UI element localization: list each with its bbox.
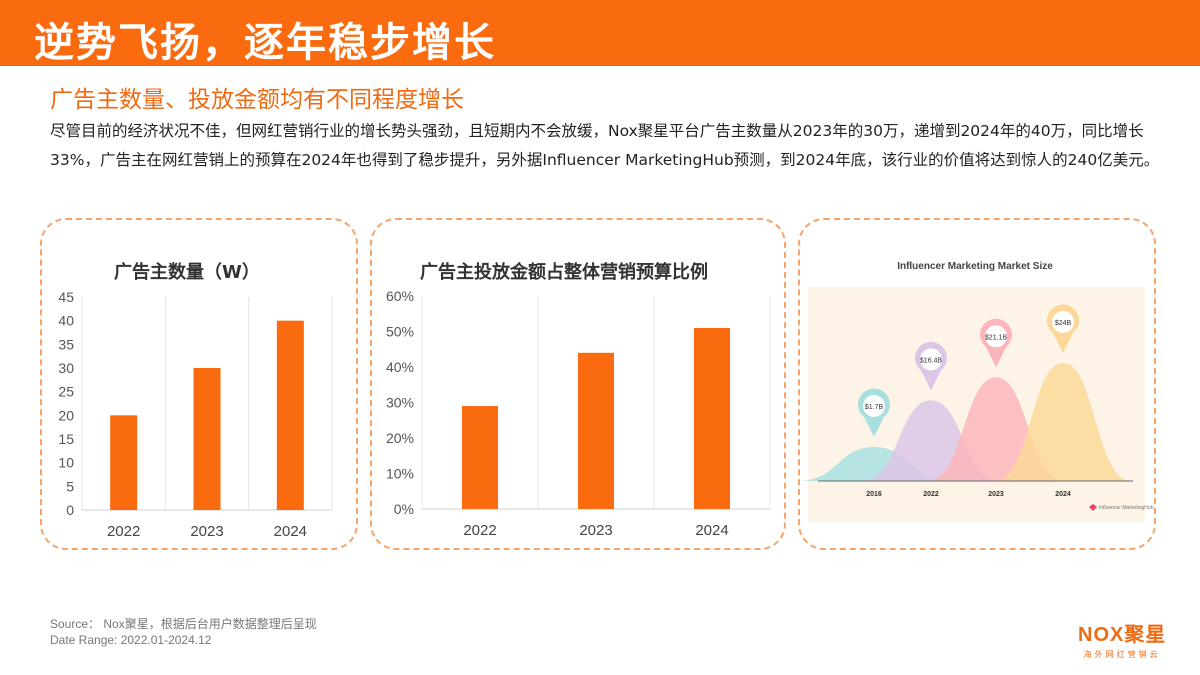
pin-center [863,395,885,417]
y-tick-label: 5 [66,478,74,494]
bar-2022 [110,415,138,510]
pin-center [920,348,942,371]
bar-2024 [694,327,730,509]
influencer-hub-logo-icon [1089,504,1097,511]
x-tick-label: 2024 [274,523,307,540]
x-tick-label: 2022 [107,523,140,540]
value-label: $24B [1055,320,1072,327]
y-tick-label: 50% [386,324,414,340]
nox-logo: NOX聚星 海外网红营销云 [1078,618,1166,660]
bell-curve-2024 [994,363,1132,481]
header-banner: 逆势飞扬，逐年稳步增长 [0,0,1200,66]
y-tick-label: 10% [386,466,414,482]
x-tick-label: 2024 [1055,491,1071,498]
logo-tagline: 海外网红营销云 [1083,650,1161,659]
chart-title: Influencer Marketing Market Size [897,261,1053,272]
pin-center [985,325,1007,348]
bar-chart-1: 0% 10% 20% 30% 40% 50% 60% 2022 2023 2024 [386,288,771,539]
value-label: $16.4B [920,357,943,364]
x-tick-label: 2023 [579,522,612,539]
date-range: Date Range: 2022.01-2024.12 [50,633,212,647]
chart-title: 广告主投放金额占整体营销预算比例 [420,262,708,283]
market-size-chart: Influencer Marketing Market Size $1.7B 201… [798,261,1154,522]
chart-title: 广告主数量（W） [114,262,260,283]
y-tick-label: 10 [58,455,74,471]
bar-2022 [462,406,498,509]
page-title: 逆势飞扬，逐年稳步增长 [34,20,496,66]
source-note: Source： Nox聚星，根据后台用户数据整理后呈现 [50,617,317,631]
y-tick-label: 20% [386,430,414,446]
bar-2024 [276,320,304,510]
x-tick-label: 2023 [988,491,1004,498]
bar-chart-0: 0 5 10 15 20 25 30 35 40 45 2022 2023 2024 [58,289,333,540]
y-tick-label: 35 [58,336,74,352]
y-tick-label: 60% [386,288,414,304]
x-tick-label: 2016 [866,491,882,498]
description-paragraph: 尽管目前的经济状况不佳，但网红营销行业的增长势头强劲，且短期内不会放缓，Nox聚… [50,122,1160,169]
y-tick-label: 30 [58,360,74,376]
y-tick-label: 30% [386,395,414,411]
x-tick-label: 2022 [923,491,939,498]
y-tick-label: 40 [58,313,74,329]
bar-2023 [193,368,221,510]
y-tick-label: 0 [66,502,74,518]
y-tick-label: 25 [58,384,74,400]
x-tick-label: 2022 [463,522,496,539]
pin-center [1052,311,1074,333]
y-tick-label: 15 [58,431,74,447]
x-tick-label: 2023 [190,523,223,540]
value-label: $21.1B [985,334,1008,341]
x-tick-label: 2024 [695,522,728,539]
logo-name: NOX聚星 [1078,624,1167,646]
y-tick-label: 40% [386,359,414,375]
y-tick-label: 0% [394,501,414,517]
y-tick-label: 20 [58,407,74,423]
value-label: $1.7B [865,404,884,411]
bar-2023 [578,352,614,509]
section-subtitle: 广告主数量、投放金额均有不同程度增长 [50,87,464,113]
footer-notes: Source： Nox聚星，根据后台用户数据整理后呈现 Date Range: … [50,616,317,648]
source-logo: Influencer MarketingHub [1099,505,1154,511]
y-tick-label: 45 [58,289,74,305]
